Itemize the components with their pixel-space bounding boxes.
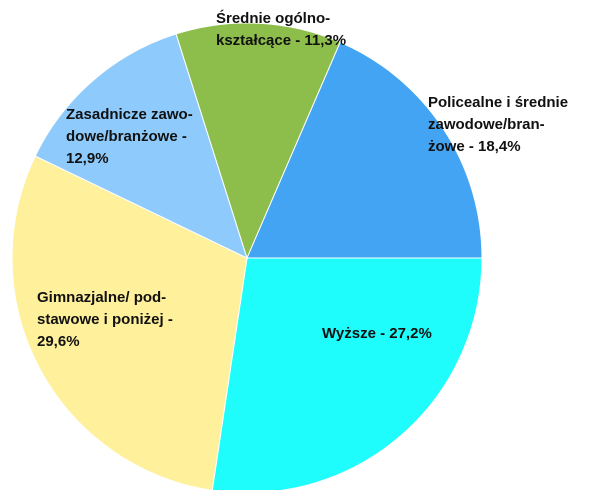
slice-label-line: Policealne i średnie xyxy=(428,94,568,111)
slice-label-line: żowe - 18,4% xyxy=(428,138,521,155)
slice-label-line: zawodowe/bran- xyxy=(428,116,545,133)
slice-label-line: Wyższe - 27,2% xyxy=(322,325,432,342)
slice-label-line: Zasadnicze zawo- xyxy=(66,106,193,123)
slice-label: Wyższe - 27,2% xyxy=(322,325,432,342)
slice-label-line: Średnie ogólno- xyxy=(216,9,330,27)
slice-label-line: dowe/branżowe - xyxy=(66,128,187,145)
slice-label-line: Gimnazjalne/ pod- xyxy=(37,289,166,306)
slice-label: Średnie ogólno-kształcące - 11,3% xyxy=(216,9,346,49)
pie-slice xyxy=(34,33,248,259)
slice-label: Zasadnicze zawo-dowe/branżowe - 12,9% xyxy=(66,106,193,167)
slice-label-line: 29,6% xyxy=(37,333,80,350)
slice-label-line: kształcące - 11,3% xyxy=(216,32,346,49)
pie-slice xyxy=(11,155,248,490)
slice-label-line: 12,9% xyxy=(66,150,109,167)
slice-label: Policealne i średnie zawodowe/bran-żowe -… xyxy=(428,94,568,155)
slice-label-line: stawowe i poniżej - xyxy=(37,311,173,328)
pie-slice xyxy=(211,257,483,490)
pie-slice xyxy=(246,41,483,259)
slice-label: Gimnazjalne/ pod-stawowe i poniżej - 29,6… xyxy=(37,289,173,350)
pie-slice xyxy=(175,22,341,260)
